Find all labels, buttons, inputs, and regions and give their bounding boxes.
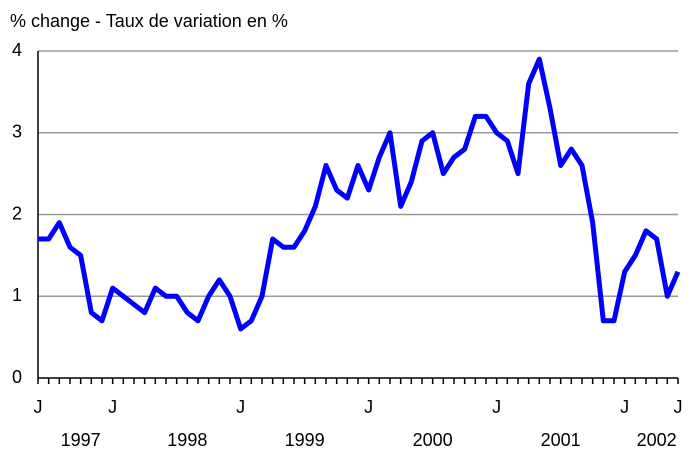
x-group-label: 1999 [285, 430, 325, 450]
x-tick-label: J [236, 397, 245, 417]
y-tick-label: 1 [12, 285, 22, 305]
y-tick-label: 0 [12, 367, 22, 387]
x-group-label: 1998 [167, 430, 207, 450]
chart-title: % change - Taux de variation en % [10, 11, 288, 31]
x-group-label: 2000 [413, 430, 453, 450]
x-group-label: 1997 [61, 430, 101, 450]
y-tick-label: 3 [12, 122, 22, 142]
x-tick-label: J [620, 397, 629, 417]
x-tick-label: J [34, 397, 43, 417]
x-tick-label: J [674, 397, 683, 417]
x-group-label: 2002 [637, 430, 677, 450]
y-tick-label: 2 [12, 203, 22, 223]
x-tick-label: J [364, 397, 373, 417]
x-tick-label: J [108, 397, 117, 417]
x-tick-label: J [492, 397, 501, 417]
data-line [38, 56, 681, 332]
x-group-label: 2001 [541, 430, 581, 450]
y-tick-label: 4 [12, 40, 22, 60]
